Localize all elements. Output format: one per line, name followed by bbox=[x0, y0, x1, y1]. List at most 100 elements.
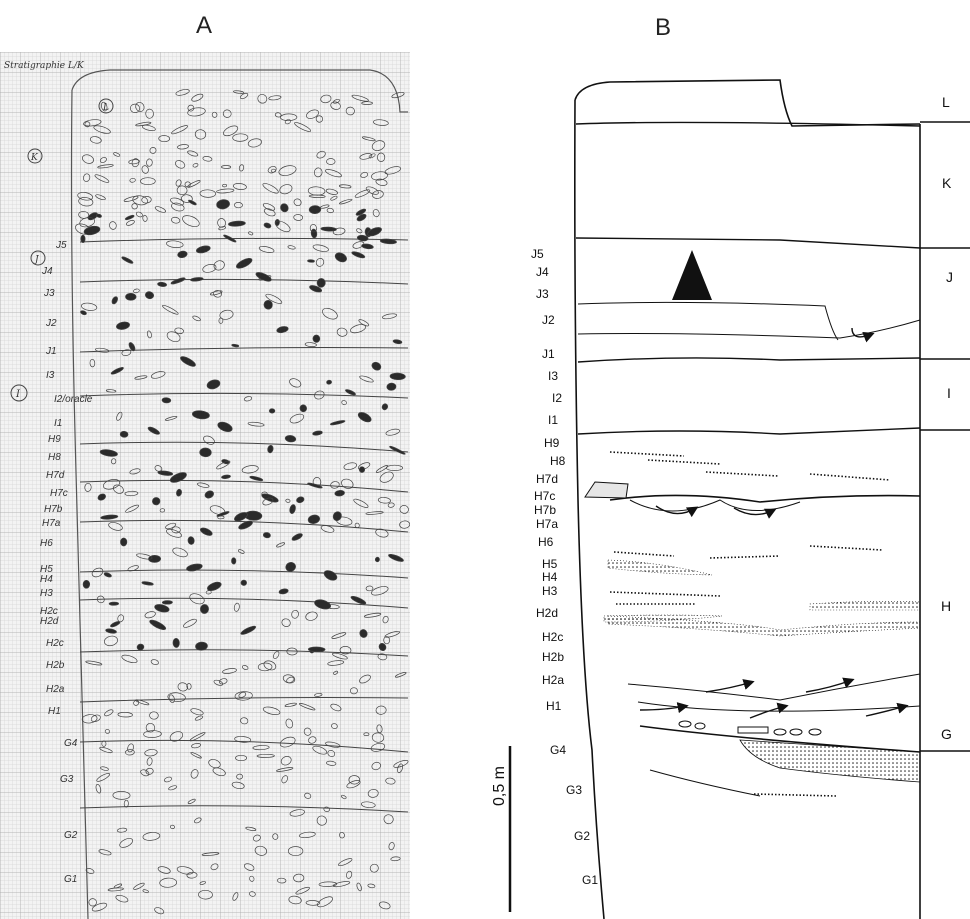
clast bbox=[96, 773, 111, 782]
clast bbox=[196, 482, 210, 488]
clast bbox=[168, 785, 178, 791]
clast bbox=[391, 92, 405, 99]
clast bbox=[280, 756, 292, 766]
clast bbox=[372, 209, 380, 218]
clast bbox=[109, 221, 117, 230]
layer-label: G1 bbox=[582, 873, 598, 887]
clast bbox=[236, 258, 253, 269]
clast bbox=[166, 528, 182, 538]
clast bbox=[399, 520, 410, 529]
clast bbox=[142, 832, 161, 841]
clast bbox=[363, 732, 370, 736]
clast bbox=[243, 396, 253, 402]
layer-label: H7d bbox=[536, 472, 558, 486]
clast bbox=[240, 579, 247, 586]
clast bbox=[210, 863, 219, 871]
clast bbox=[183, 618, 197, 628]
clast bbox=[81, 302, 98, 311]
clast bbox=[83, 119, 102, 127]
clast bbox=[234, 512, 248, 522]
clast bbox=[157, 470, 174, 476]
clast bbox=[234, 691, 253, 701]
clast bbox=[200, 604, 209, 614]
clast bbox=[351, 94, 369, 102]
clast bbox=[233, 202, 243, 209]
clast bbox=[158, 135, 171, 143]
clast bbox=[145, 108, 154, 119]
clast bbox=[365, 186, 379, 195]
layer-label: I1 bbox=[548, 413, 558, 427]
clast bbox=[273, 650, 280, 660]
clast bbox=[101, 740, 107, 747]
clast bbox=[80, 234, 86, 244]
clast bbox=[190, 708, 204, 716]
clast bbox=[216, 460, 231, 470]
layer-label: H7c bbox=[534, 489, 555, 503]
clast bbox=[121, 256, 134, 264]
clast bbox=[238, 520, 253, 530]
clast bbox=[356, 228, 363, 234]
clast bbox=[379, 471, 394, 483]
clast bbox=[161, 397, 172, 404]
clast bbox=[299, 404, 307, 413]
clast bbox=[145, 767, 154, 775]
interface-line bbox=[79, 569, 409, 579]
clast bbox=[316, 278, 326, 288]
clast bbox=[320, 525, 335, 533]
clast bbox=[125, 292, 137, 301]
clast bbox=[167, 692, 186, 702]
clast bbox=[121, 654, 138, 664]
clast bbox=[176, 866, 194, 875]
clast bbox=[82, 579, 91, 589]
clast bbox=[286, 647, 298, 656]
clast bbox=[257, 94, 268, 104]
clast bbox=[327, 749, 336, 758]
clast bbox=[238, 691, 247, 698]
clast bbox=[231, 343, 240, 348]
clast bbox=[233, 90, 245, 94]
clast bbox=[166, 240, 184, 248]
clast bbox=[285, 562, 296, 572]
clast bbox=[128, 159, 140, 165]
clast bbox=[117, 712, 133, 718]
clast bbox=[199, 881, 206, 885]
interface-line bbox=[79, 649, 409, 657]
clast bbox=[157, 281, 168, 287]
clast bbox=[330, 703, 342, 712]
layer-interfaces bbox=[79, 237, 409, 813]
clast bbox=[314, 692, 323, 697]
clast bbox=[393, 760, 409, 768]
clast bbox=[121, 349, 132, 356]
clast bbox=[89, 358, 96, 368]
clast bbox=[149, 711, 159, 720]
clast bbox=[326, 158, 336, 165]
clast bbox=[135, 699, 150, 706]
clast bbox=[189, 593, 205, 605]
clast bbox=[298, 831, 316, 839]
clast bbox=[146, 158, 153, 167]
field-layer-label: H7b bbox=[44, 504, 63, 515]
field-layer-labels: J5 J4 J3 J2 J1 I3 I2/oracle I1 H9 H8 H7d H7c H7b H7a H… bbox=[40, 240, 93, 885]
clast bbox=[231, 781, 245, 790]
clast bbox=[262, 706, 281, 715]
clast bbox=[201, 852, 220, 856]
clast bbox=[289, 809, 305, 817]
clast bbox=[377, 152, 386, 162]
clast bbox=[298, 703, 316, 711]
clast bbox=[289, 378, 302, 388]
clast bbox=[343, 462, 358, 470]
clast bbox=[306, 109, 319, 119]
clast bbox=[309, 285, 323, 293]
clast bbox=[383, 636, 391, 645]
clast bbox=[355, 208, 367, 216]
panel-b-section-diagram: 0,5 m L K J I H G J5 J4 J3 J2 J1 I3 I2 I1 H9 H8 H7… bbox=[491, 79, 970, 919]
clast bbox=[333, 670, 339, 675]
clast bbox=[304, 792, 312, 799]
clast bbox=[370, 742, 386, 752]
field-layer-label: J4 bbox=[41, 266, 53, 277]
clast bbox=[312, 334, 321, 343]
field-layer-label: J1 bbox=[45, 346, 57, 357]
clast bbox=[191, 93, 204, 102]
clast bbox=[357, 412, 372, 423]
